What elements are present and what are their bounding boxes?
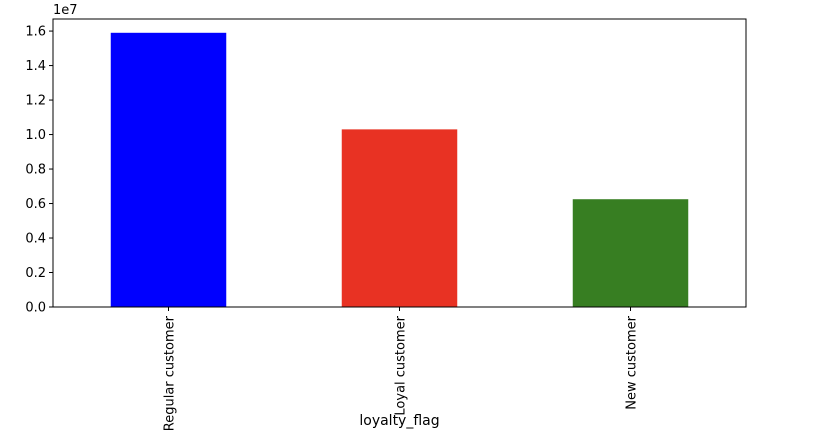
y-tick-label: 0.8 [25, 163, 46, 178]
y-tick-label: 1.4 [25, 59, 46, 74]
y-tick-label: 0.6 [25, 197, 46, 212]
y-tick-label: 0.4 [25, 232, 46, 247]
y-tick-label: 1.2 [25, 94, 46, 109]
ticks-layer: Regular customer Loyal customer New custom… [25, 25, 639, 432]
y-axis-offset-label: 1e7 [53, 3, 78, 18]
x-tick-label: Loyal customer [394, 315, 409, 415]
x-axis-label: loyalty_flag [359, 413, 439, 429]
y-tick-label: 0.2 [25, 266, 46, 281]
x-tick-label: New customer [625, 315, 640, 409]
x-tick-label: Regular customer [163, 315, 178, 431]
y-tick-label: 1.0 [25, 128, 46, 143]
bar-loyal-customer [341, 129, 458, 307]
y-tick-label: 0.0 [25, 301, 46, 316]
y-tick-label: 1.6 [25, 25, 46, 40]
bar-regular-customer [110, 32, 227, 307]
bars-layer [110, 32, 689, 307]
bar-new-customer [572, 199, 689, 307]
